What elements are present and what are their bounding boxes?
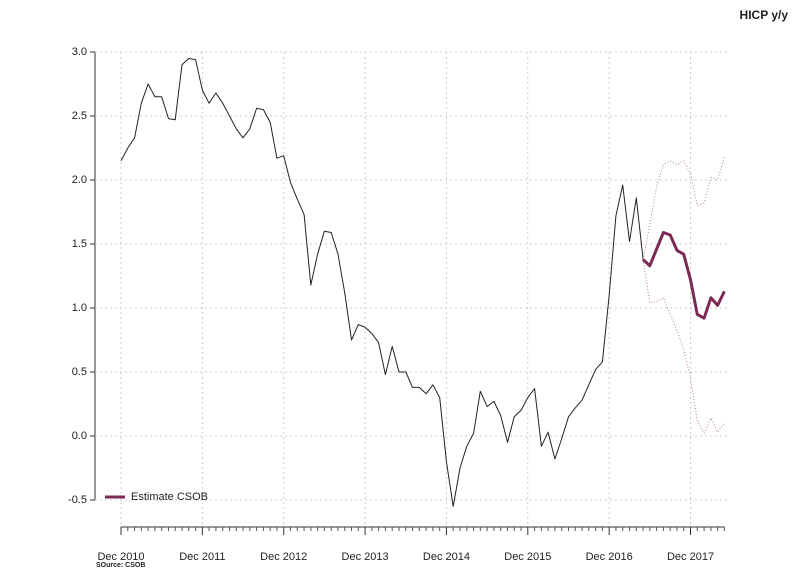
x-tick-label: Dec 2012 <box>260 551 307 563</box>
x-tick-label: Dec 2016 <box>586 551 633 563</box>
series-line <box>120 57 644 507</box>
y-tick-label: 2.0 <box>72 174 87 186</box>
source-note: SOurce: CSOB <box>96 562 145 569</box>
series-line <box>642 231 726 320</box>
x-tick-label: Dec 2014 <box>423 551 470 563</box>
chart-title: HICP y/y <box>740 8 789 22</box>
x-tick-label: Dec 2010 <box>97 551 144 563</box>
y-tick-label: 2.5 <box>72 110 87 122</box>
series-line <box>642 259 725 434</box>
y-tick-label: 0.0 <box>72 430 87 442</box>
x-tick-label: Dec 2013 <box>342 551 389 563</box>
series-line <box>642 156 725 260</box>
y-tick-label: 0.5 <box>72 366 87 378</box>
x-tick-label: Dec 2015 <box>504 551 551 563</box>
y-tick-label: 1.5 <box>72 238 87 250</box>
y-tick-label: -0.5 <box>68 494 87 506</box>
y-tick-label: 3.0 <box>72 46 87 58</box>
x-tick-label: Dec 2011 <box>179 551 225 563</box>
legend-label: Estimate CSOB <box>131 491 208 503</box>
y-tick-label: 1.0 <box>72 302 87 314</box>
x-tick-label: Dec 2017 <box>667 551 714 563</box>
